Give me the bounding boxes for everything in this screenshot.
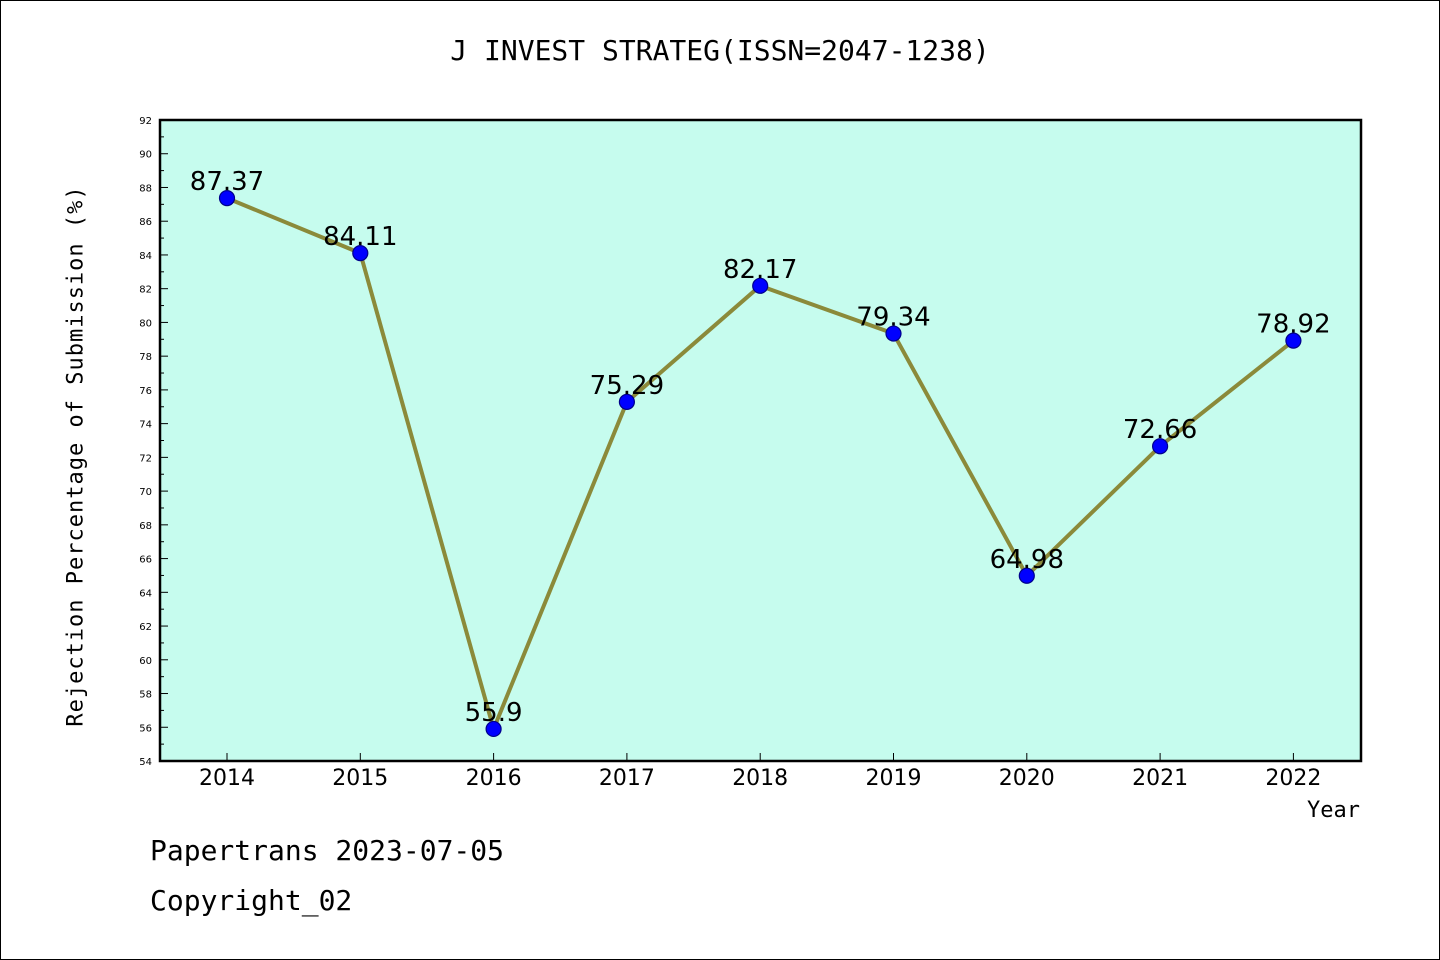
y-tick-label: 86: [139, 217, 152, 228]
y-tick-label: 92: [139, 116, 152, 127]
y-tick-label: 62: [139, 622, 152, 633]
x-tick-label: 2016: [466, 766, 522, 791]
x-tick-label: 2017: [599, 766, 655, 791]
y-tick-label: 84: [139, 251, 152, 262]
data-point: [485, 720, 502, 738]
y-tick-label: 80: [139, 318, 152, 329]
data-point: [885, 325, 902, 342]
y-tick-label: 68: [139, 521, 152, 532]
y-tick-label: 88: [139, 183, 152, 194]
data-label: 87.37: [190, 167, 264, 197]
plot-border: [158, 118, 1363, 763]
x-tick-label: 2014: [199, 766, 255, 791]
data-point: [218, 190, 236, 207]
y-tick-label: 70: [139, 487, 152, 498]
data-label: 82.17: [723, 255, 797, 285]
x-tick-label: 2015: [332, 766, 388, 791]
data-label: 84.11: [323, 222, 397, 252]
chart-title: J INVEST STRATEG(ISSN=2047-1238): [450, 34, 990, 67]
x-tick-label: 2022: [1265, 766, 1321, 791]
data-label: 64.98: [990, 545, 1064, 575]
x-axis-title: Year: [1307, 798, 1360, 823]
x-tick-label: 2019: [866, 766, 922, 791]
y-tick-label: 74: [139, 420, 152, 431]
data-point: [1151, 438, 1169, 455]
y-tick-label: 56: [139, 723, 152, 734]
data-label: 78.92: [1256, 310, 1330, 340]
x-tick-label: 2020: [999, 766, 1055, 791]
x-tick-label: 2018: [732, 766, 788, 791]
data-label: 75.29: [590, 371, 664, 401]
data-label: 72.66: [1123, 415, 1197, 445]
footer-papertrans: Papertrans 2023-07-05: [150, 834, 505, 867]
y-tick-label: 54: [139, 757, 152, 768]
data-point: [752, 277, 769, 294]
y-tick-label: 66: [139, 555, 152, 566]
data-label: 79.34: [856, 303, 930, 333]
data-point: [1285, 332, 1302, 349]
y-tick-label: 60: [139, 656, 152, 667]
data-point: [618, 393, 636, 410]
x-tick-label: 2021: [1132, 766, 1188, 791]
y-tick-label: 78: [139, 352, 152, 363]
y-tick-label: 76: [139, 386, 152, 397]
y-tick-label: 82: [139, 285, 152, 296]
y-tick-label: 72: [139, 453, 152, 464]
data-point: [352, 244, 369, 262]
footer-copyright: Copyright_02: [150, 884, 353, 917]
y-tick-label: 90: [139, 150, 152, 161]
y-tick-label: 64: [139, 588, 152, 599]
data-point: [1018, 567, 1035, 584]
data-label: 55.9: [465, 698, 523, 728]
y-tick-label: 58: [139, 690, 152, 701]
